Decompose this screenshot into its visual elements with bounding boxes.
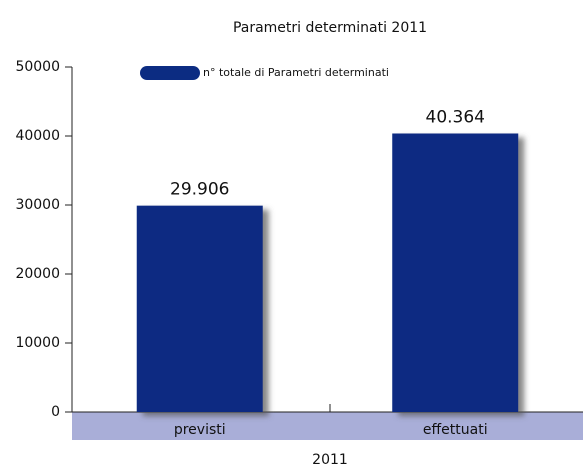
chart-title: Parametri determinati 2011 bbox=[233, 20, 427, 36]
legend-swatch bbox=[140, 66, 200, 80]
x-tick-label: effettuati bbox=[423, 422, 488, 438]
bar bbox=[136, 205, 263, 412]
data-label: 29.906 bbox=[170, 180, 229, 200]
floor-band bbox=[72, 412, 583, 440]
x-tick-label: previsti bbox=[174, 422, 226, 438]
legend-label: n° totale di Parametri determinati bbox=[203, 66, 389, 79]
y-tick-label: 0 bbox=[51, 404, 60, 420]
data-label: 40.364 bbox=[426, 107, 485, 127]
y-tick-label: 40000 bbox=[15, 128, 60, 144]
y-tick-label: 50000 bbox=[15, 59, 60, 75]
bar bbox=[392, 133, 519, 412]
y-tick-label: 30000 bbox=[15, 197, 60, 213]
y-tick-label: 20000 bbox=[15, 266, 60, 282]
x-axis-label: 2011 bbox=[312, 452, 348, 467]
y-tick-label: 10000 bbox=[15, 335, 60, 351]
